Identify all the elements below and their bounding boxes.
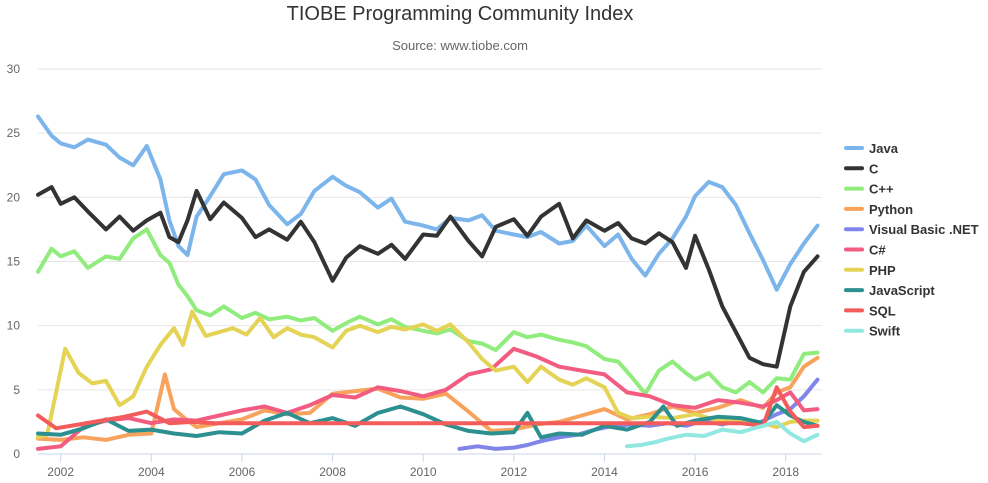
y-tick-label: 20 [7,190,21,204]
x-tick-label: 2016 [682,465,709,479]
legend-label: C# [869,243,886,258]
x-tick-label: 2002 [47,465,74,479]
series-line-javascript[interactable] [36,403,820,440]
legend-label: Visual Basic .NET [869,222,979,237]
chart-title: TIOBE Programming Community Index [287,3,634,25]
y-tick-label: 25 [7,126,21,140]
y-axis: 0 5 10 15 20 25 30 [7,62,21,461]
legend-item-swift[interactable]: Swift [844,324,901,339]
legend-item-c[interactable]: C++ [844,182,894,197]
chart-subtitle: Source: www.tiobe.com [392,38,528,53]
x-tick-label: 2008 [319,465,346,479]
series-line-java[interactable] [36,114,820,292]
legend-label: SQL [869,303,896,318]
x-tick-label: 2004 [138,465,165,479]
x-tick-label: 2018 [772,465,799,479]
legend-label: JavaScript [869,283,935,298]
legend-label: C [869,161,879,176]
legend-label: Java [869,141,899,156]
series-line-swift[interactable] [625,419,820,449]
series-group [36,114,820,451]
legend-label: C++ [869,182,894,197]
legend-item-javascript[interactable]: JavaScript [844,283,935,298]
y-tick-label: 10 [7,319,21,333]
y-tick-label: 30 [7,62,21,76]
x-axis: 2002 2004 2006 2008 2010 2012 2014 2016 2018 [38,453,822,479]
x-tick-label: 2012 [500,465,527,479]
legend-item-c[interactable]: C# [844,243,886,258]
legend-item-sql[interactable]: SQL [844,303,896,318]
series-line-c[interactable] [36,227,820,396]
series-line-sql[interactable] [36,385,820,431]
legend-item-visual-basic-net[interactable]: Visual Basic .NET [844,222,979,237]
legend-item-c[interactable]: C [844,161,879,176]
legend-label: PHP [869,263,896,278]
legend-item-python[interactable]: Python [844,202,913,217]
legend-label: Swift [869,324,901,339]
legend-item-php[interactable]: PHP [844,263,896,278]
series-line-python[interactable] [36,355,820,442]
series-line-c[interactable] [36,185,820,369]
legend-label: Python [869,202,913,217]
x-tick-label: 2010 [410,465,437,479]
series-line-c[interactable] [36,346,820,451]
legend[interactable]: Java C C++ Python Visual Basic .NET C# PHP Java… [844,141,979,339]
x-tick-label: 2006 [229,465,256,479]
y-tick-label: 0 [13,447,20,461]
x-tick-label: 2014 [591,465,618,479]
y-tick-label: 5 [13,383,20,397]
legend-item-java[interactable]: Java [844,141,899,156]
y-tick-label: 15 [7,255,21,269]
